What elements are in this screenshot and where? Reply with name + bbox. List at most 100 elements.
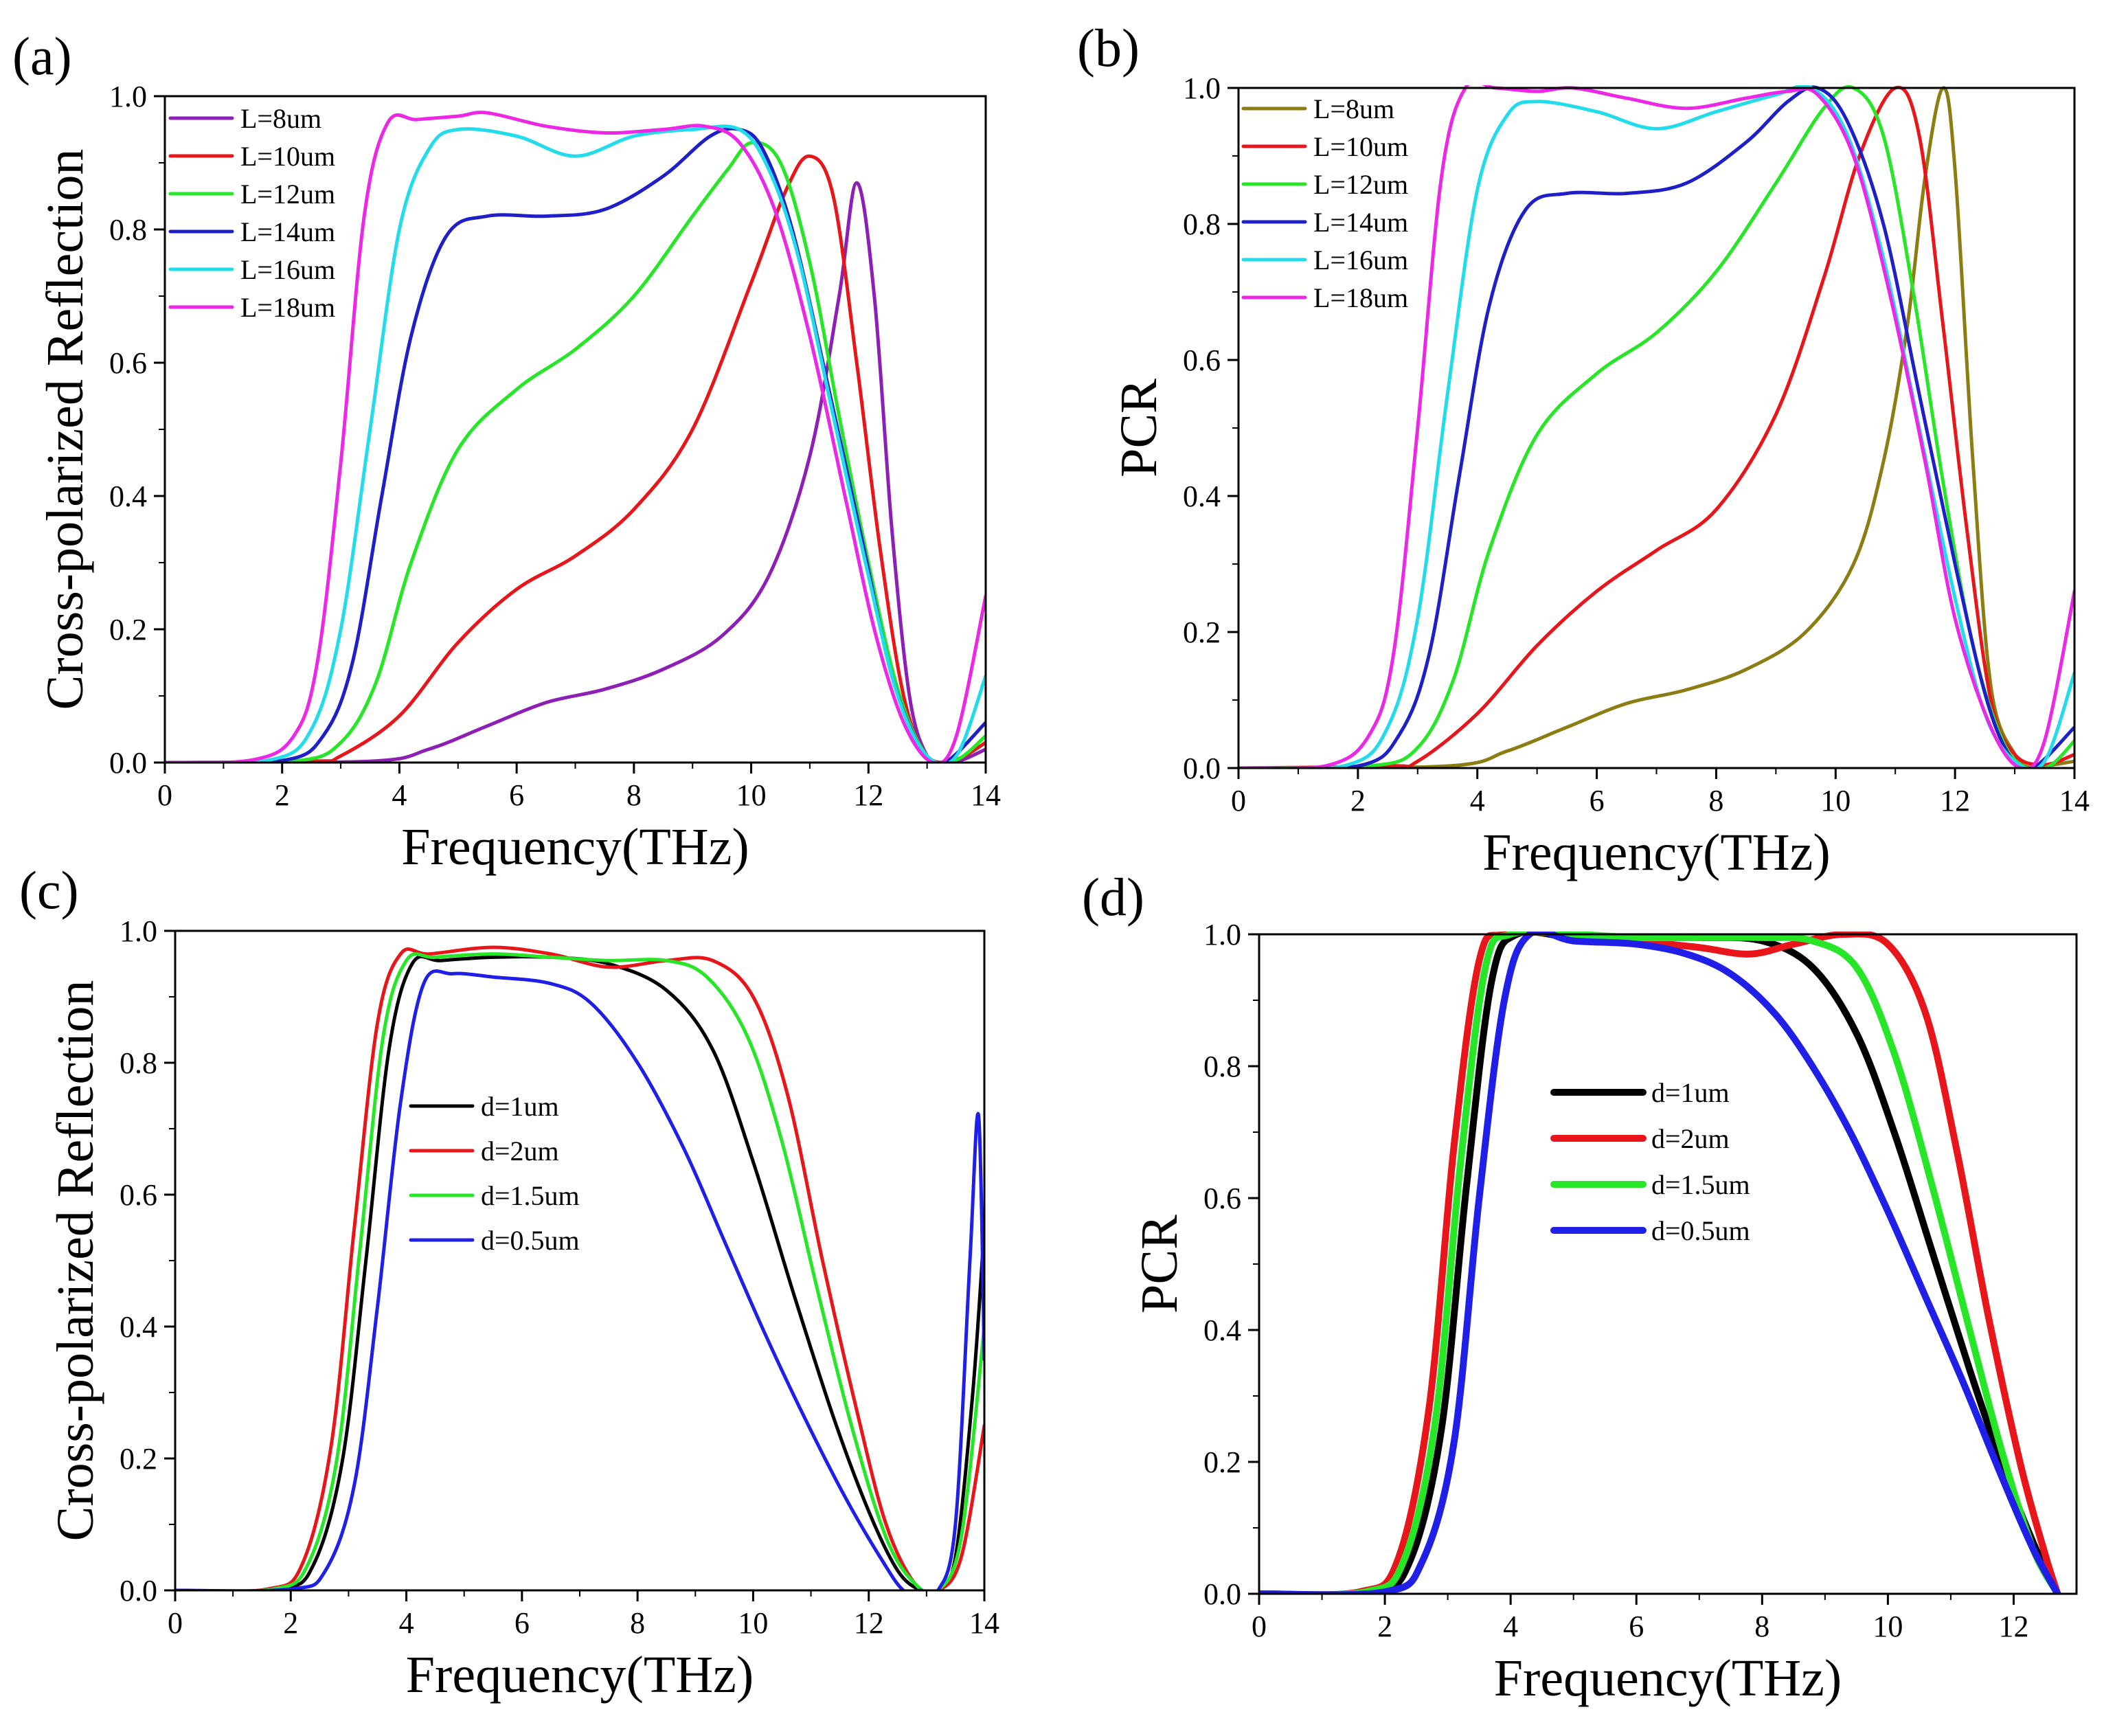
plot-area xyxy=(1238,85,2074,768)
y-tick-label: 0.8 xyxy=(1203,1050,1241,1083)
y-tick-label: 0.4 xyxy=(1183,480,1221,513)
y-tick-label: 0.6 xyxy=(109,346,147,380)
plot-area xyxy=(165,111,986,763)
x-tick-label: 10 xyxy=(736,778,767,812)
legend-label: L=14um xyxy=(240,216,335,247)
x-tick-label: 12 xyxy=(853,778,883,812)
series-line-l-14um xyxy=(1238,85,2074,768)
legend: d=1um d=2um d=1.5um d=0.5um xyxy=(409,1091,580,1256)
legend-label: L=16um xyxy=(240,254,335,285)
series-line-l-18um xyxy=(165,111,986,763)
y-axis-title: Cross-polarized Reflection xyxy=(36,149,94,710)
x-tick-label: 2 xyxy=(275,778,290,812)
y-tick-label: 0.2 xyxy=(1183,616,1221,649)
series-line-l-18um xyxy=(1238,85,2074,768)
x-axis-title: Frequency(THz) xyxy=(1482,824,1830,881)
y-tick-label: 0.0 xyxy=(1183,752,1221,785)
legend-label: L=14um xyxy=(1313,207,1408,238)
legend-label: L=12um xyxy=(1313,169,1408,200)
x-tick-label: 12 xyxy=(1998,1610,2028,1643)
x-tick-label: 2 xyxy=(1377,1610,1392,1643)
x-tick-label: 14 xyxy=(969,1606,999,1640)
x-tick-label: 0 xyxy=(1231,784,1246,818)
panel-c: (c) 0 2 4 6 8 10 12 14 0.0 0.2 0.4 0.6 0.8 1.0 Frequenc… xyxy=(19,860,999,1704)
x-axis-title: Frequency(THz) xyxy=(401,818,749,876)
plot-area xyxy=(1259,932,2061,1594)
series-line-d-2um xyxy=(175,945,984,1590)
x-tick-label: 4 xyxy=(392,778,407,812)
panel-label: (b) xyxy=(1077,18,1140,78)
series-line-l-16um xyxy=(165,124,986,763)
x-tick-label: 0 xyxy=(168,1606,183,1640)
y-tick-label: 1.0 xyxy=(120,914,157,948)
y-axis-title: Cross-polarized Reflection xyxy=(47,980,104,1542)
x-tick-label: 6 xyxy=(509,778,524,812)
y-tick-label: 0.2 xyxy=(109,613,147,646)
legend-label: L=10um xyxy=(1313,131,1408,162)
x-tick-label: 8 xyxy=(1708,784,1723,818)
legend-label: L=12um xyxy=(240,179,335,210)
y-tick-label: 0.0 xyxy=(120,1574,157,1608)
y-tick-label: 0.4 xyxy=(120,1310,157,1344)
panel-label: (a) xyxy=(12,26,72,86)
legend-label: L=16um xyxy=(1313,245,1408,275)
panel-d: (d) 0 2 4 6 8 10 12 0.0 0.2 0.4 0.6 0.8 1.0 Frequency(… xyxy=(1082,867,2078,1707)
x-tick-label: 6 xyxy=(1629,1610,1644,1643)
y-tick-label: 0.0 xyxy=(109,746,147,780)
x-tick-label: 8 xyxy=(626,778,642,812)
plot-area xyxy=(175,945,984,1590)
legend-label: L=8um xyxy=(1313,93,1394,124)
x-tick-label: 14 xyxy=(2059,784,2090,818)
legend-label: d=1um xyxy=(481,1091,559,1122)
x-axis-title: Frequency(THz) xyxy=(406,1646,754,1704)
panel-b: (b) 0 2 4 6 8 10 12 14 0.0 0.2 0.4 0.6 0.8 1.0 Frequenc… xyxy=(1077,18,2090,881)
series-line-d-0.5um xyxy=(1259,932,2061,1594)
legend: d=1um d=2um d=1.5um d=0.5um xyxy=(1550,1077,1750,1246)
legend-label: d=0.5um xyxy=(481,1225,580,1256)
x-axis-title: Frequency(THz) xyxy=(1494,1649,1842,1707)
panel-label: (d) xyxy=(1082,867,1144,927)
series-line-l-12um xyxy=(165,140,986,763)
x-tick-label: 2 xyxy=(1350,784,1366,818)
series-line-d-1.5um xyxy=(175,952,984,1590)
x-tick-label: 10 xyxy=(738,1606,768,1640)
panel-a: (a) 0 2 4 6 8 10 12 14 0.0 0.2 0.4 0.6 0.8 1.0 Frequenc… xyxy=(12,26,1001,876)
y-tick-label: 0.0 xyxy=(1203,1577,1241,1611)
y-tick-label: 0.4 xyxy=(1203,1314,1241,1347)
x-tick-label: 12 xyxy=(854,1606,884,1640)
x-tick-label: 14 xyxy=(971,778,1001,812)
x-tick-label: 8 xyxy=(1754,1610,1769,1643)
x-tick-label: 0 xyxy=(1252,1610,1267,1643)
y-tick-label: 0.8 xyxy=(1183,207,1221,241)
plot-frame xyxy=(174,929,986,1592)
y-tick-label: 1.0 xyxy=(1183,71,1221,105)
legend-label: d=2um xyxy=(481,1136,559,1166)
y-tick-label: 0.4 xyxy=(109,480,147,513)
x-tick-label: 6 xyxy=(1590,784,1605,818)
x-tick-label: 8 xyxy=(630,1606,645,1640)
legend-label: L=10um xyxy=(240,141,335,172)
y-tick-label: 0.2 xyxy=(120,1442,157,1476)
series-line-l-8um xyxy=(165,181,986,763)
legend-label: d=0.5um xyxy=(1651,1215,1750,1246)
series-line-d-1.5um xyxy=(1259,932,2061,1594)
series-line-d-1um xyxy=(175,954,984,1590)
legend-label: L=8um xyxy=(240,103,321,134)
panel-label: (c) xyxy=(19,860,79,920)
y-tick-label: 0.6 xyxy=(1183,343,1221,377)
y-tick-label: 0.8 xyxy=(120,1046,157,1080)
series-line-d-2um xyxy=(1259,932,2061,1594)
y-tick-label: 0.2 xyxy=(1203,1445,1241,1479)
legend-label: d=2um xyxy=(1651,1123,1730,1154)
x-tick-label: 2 xyxy=(283,1606,298,1640)
x-tick-label: 10 xyxy=(1820,784,1851,818)
x-tick-label: 10 xyxy=(1873,1610,1903,1643)
legend: L=8um L=10um L=12um L=14um L=16um L=18um xyxy=(1241,93,1408,313)
legend-label: d=1.5um xyxy=(481,1180,580,1211)
x-tick-label: 0 xyxy=(157,778,172,812)
series-line-d-1um xyxy=(1259,932,2061,1594)
y-axis-title: PCR xyxy=(1131,1215,1188,1314)
legend-label: d=1um xyxy=(1651,1077,1730,1108)
series-line-l-10um xyxy=(1238,85,2074,768)
